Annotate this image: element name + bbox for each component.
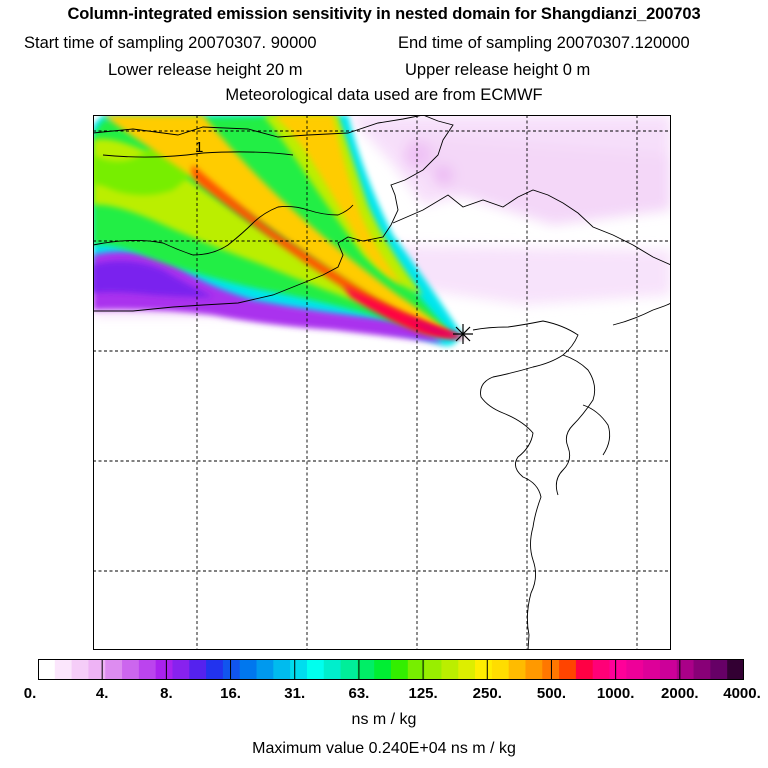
- colorbar-cell: [357, 659, 375, 680]
- colorbar-tick-label: 0.: [23, 685, 37, 702]
- figure-title: Column-integrated emission sensitivity i…: [67, 5, 701, 23]
- colorbar-cell: [525, 659, 543, 680]
- colorbar-cell: [206, 659, 224, 680]
- colorbar-cell: [323, 659, 342, 680]
- colorbar-cell: [71, 659, 89, 680]
- colorbar-cell: [122, 659, 140, 680]
- colorbar-cell: [659, 659, 678, 680]
- colorbar-tick-label: 125.: [408, 685, 438, 702]
- colorbar-cell: [374, 659, 392, 680]
- colorbar-cell: [592, 659, 611, 680]
- colorbar-cell: [710, 659, 728, 680]
- end-time-label: End time of sampling 20070307.120000: [398, 34, 690, 52]
- map-label-1: 1: [195, 139, 203, 156]
- colorbar-cell: [155, 659, 173, 680]
- colorbar-cell: [458, 659, 476, 680]
- release-site-marker: [453, 324, 473, 344]
- colorbar-cell: [626, 659, 644, 680]
- colorbar-cell: [609, 659, 627, 680]
- colorbar-cell: [306, 659, 325, 680]
- colorbar-cell: [172, 659, 190, 680]
- colorbar-cell: [88, 659, 106, 680]
- colorbar-frame: [38, 659, 744, 680]
- colorbar-cell: [475, 659, 493, 680]
- colorbar-tick-label: 4.: [95, 685, 109, 702]
- colorbar-cell: [256, 659, 274, 680]
- colorbar: [38, 659, 744, 680]
- colorbar-cell: [508, 659, 526, 680]
- maximum-value-label: Maximum value 0.240E+04 ns m / kg: [252, 740, 516, 757]
- colorbar-tick-label: 31.: [284, 685, 306, 702]
- colorbar-major-divisions: [101, 659, 681, 680]
- lower-release-height-label: Lower release height 20 m: [108, 61, 303, 79]
- colorbar-cell: [290, 659, 308, 680]
- colorbar-cell: [676, 659, 695, 680]
- colorbar-tick-label: 2000.: [661, 685, 699, 702]
- colorbar-cell: [441, 659, 459, 680]
- colorbar-tick-label: 4000.: [723, 685, 761, 702]
- colorbar-cell: [391, 659, 409, 680]
- colorbar-units: ns m / kg: [351, 711, 417, 728]
- colorbar-tick-label: 8.: [160, 685, 173, 702]
- colorbar-cell: [189, 659, 207, 680]
- colorbar-tick-label: 63.: [348, 685, 370, 702]
- colorbar-tick-label: 250.: [472, 685, 502, 702]
- map-frame: [93, 115, 671, 650]
- colorbar-cell: [559, 659, 577, 680]
- start-time-label: Start time of sampling 20070307. 90000: [24, 34, 317, 52]
- colorbar-cell: [575, 659, 594, 680]
- colorbar-tick-label: 1000.: [596, 685, 635, 702]
- colorbar-cell: [239, 659, 258, 680]
- colorbar-cell: [38, 659, 56, 680]
- colorbar-cell: [105, 659, 123, 680]
- colorbar-cells: [38, 659, 744, 680]
- coastlines: [93, 115, 671, 650]
- met-data-label: Meteorological data used are from ECMWF: [225, 86, 543, 104]
- colorbar-cell: [222, 659, 241, 680]
- upper-release-height-label: Upper release height 0 m: [405, 61, 591, 79]
- colorbar-cell: [340, 659, 358, 680]
- colorbar-cell: [54, 659, 73, 680]
- colorbar-tick-label: 500.: [536, 685, 567, 702]
- colorbar-cell: [693, 659, 711, 680]
- colorbar-cell: [138, 659, 157, 680]
- lat-lon-grid: [93, 115, 671, 650]
- plume-field: [93, 115, 465, 347]
- colorbar-cell: [727, 659, 744, 680]
- colorbar-cell: [491, 659, 510, 680]
- colorbar-cell: [273, 659, 291, 680]
- colorbar-tick-label: 16.: [220, 685, 241, 702]
- colorbar-cell: [424, 659, 442, 680]
- colorbar-cell: [643, 659, 661, 680]
- colorbar-cell: [542, 659, 560, 680]
- colorbar-cell: [407, 659, 426, 680]
- sensitivity-map: 1: [93, 115, 671, 650]
